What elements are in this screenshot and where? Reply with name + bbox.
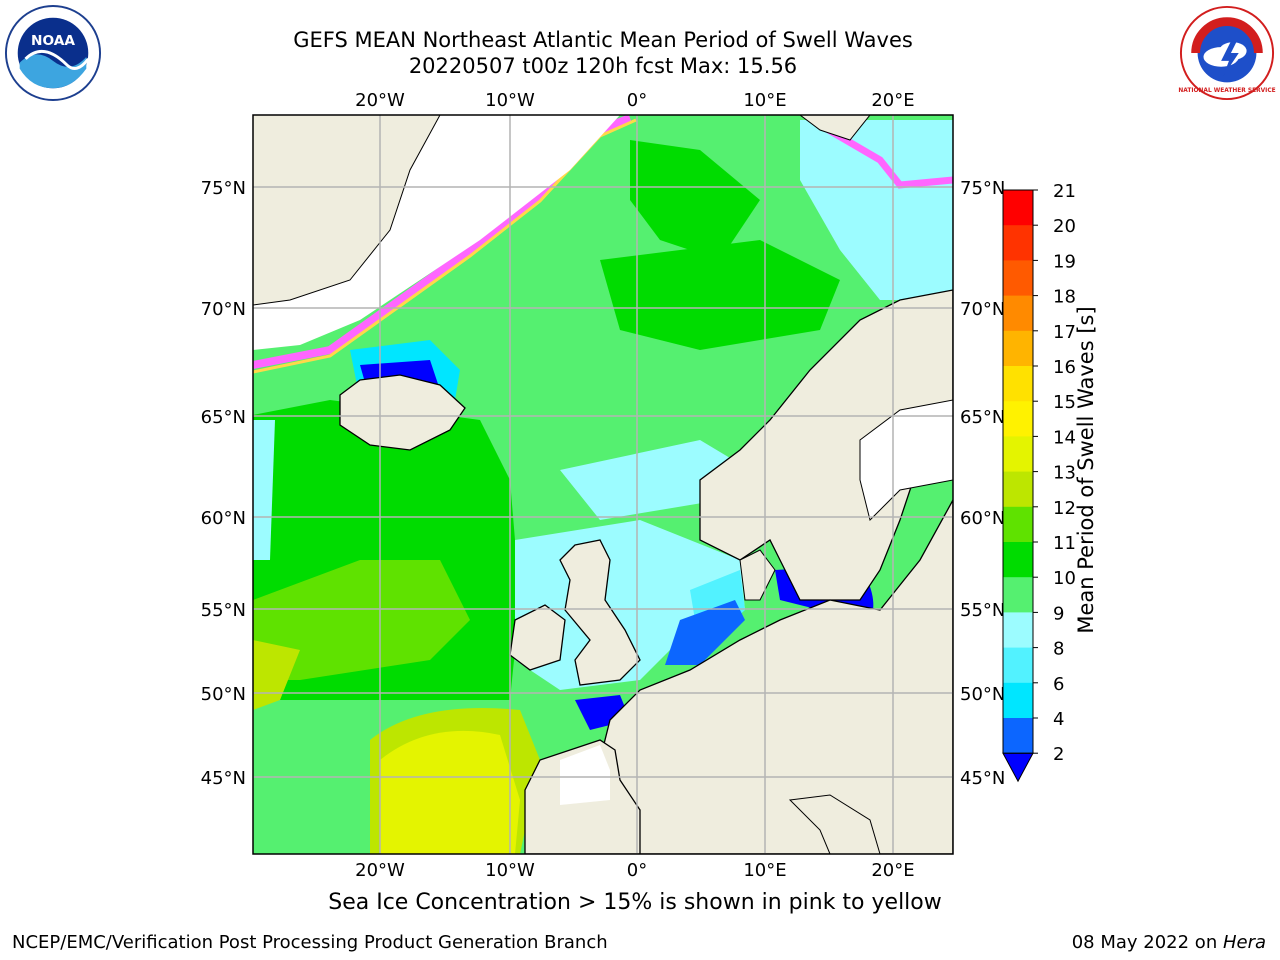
lon-tick-label-top: 10°E	[743, 90, 786, 111]
colorbar-tick-label: 18	[1053, 287, 1076, 308]
colorbar-segment	[1003, 577, 1033, 613]
colorbar: 21 20 19 18 17 16 15 14 13 12 11 10 9 8 6 4 2	[1002, 181, 1076, 783]
colorbar-segment	[1003, 401, 1033, 437]
colorbar-tick-label: 20	[1053, 216, 1076, 237]
colorbar-segment	[1003, 190, 1033, 226]
noaa-logo-text: NOAA	[31, 33, 75, 49]
lat-tick-label-right: 75°N	[960, 178, 1005, 199]
colorbar-extend-arrow	[1002, 752, 1034, 783]
colorbar-segment	[1003, 330, 1033, 367]
date-text: 08 May 2022 on	[1071, 932, 1223, 953]
colorbar-segment	[1003, 225, 1033, 261]
lon-labels-bottom: 20°W 10°W 0° 10°E 20°E	[355, 860, 914, 881]
colorbar-tick-label: 2	[1053, 744, 1064, 765]
colorbar-segment	[1003, 506, 1033, 543]
lat-tick-label-right: 60°N	[960, 508, 1005, 529]
lat-tick-label-right: 70°N	[960, 299, 1005, 320]
nws-logo: NATIONAL WEATHER SERVICE	[1178, 5, 1276, 101]
colorbar-tick-label: 16	[1053, 357, 1076, 378]
iberia-white-patch	[560, 745, 610, 805]
lat-tick-label-right: 55°N	[960, 600, 1005, 621]
colorbar-segment	[1003, 471, 1033, 508]
colorbar-tick-label: 6	[1053, 674, 1064, 695]
noaa-logo: NOAA	[4, 4, 102, 102]
colorbar-tick-label: 21	[1053, 181, 1076, 202]
lat-labels-left: 75°N 70°N 65°N 60°N 55°N 50°N 45°N	[201, 178, 246, 789]
lat-tick-label-left: 55°N	[201, 600, 246, 621]
swell-band-9s-west	[253, 420, 275, 560]
lat-tick-label-left: 50°N	[201, 684, 246, 705]
scandinavia-land	[699, 289, 953, 601]
lat-tick-label-left: 45°N	[201, 768, 246, 789]
map-area	[253, 115, 953, 854]
lon-labels-top: 20°W 10°W 0° 10°E 20°E	[355, 90, 914, 111]
lat-labels-right: 75°N 70°N 65°N 60°N 55°N 50°N 45°N	[960, 178, 1005, 789]
swell-band-9s-barents	[800, 120, 953, 300]
colorbar-label: Mean Period of Swell Waves [s]	[1074, 306, 1098, 634]
lat-tick-label-left: 60°N	[201, 508, 246, 529]
colorbar-segment	[1003, 718, 1033, 754]
greenland-land	[253, 115, 441, 306]
chart-title: GEFS MEAN Northeast Atlantic Mean Period…	[293, 28, 913, 52]
colorbar-tick-label: 15	[1053, 392, 1076, 413]
lon-tick-label-bottom: 20°W	[355, 860, 405, 881]
swell-band-11s-north	[630, 140, 760, 260]
sea-ice-edge-svalbard	[818, 121, 953, 189]
colorbar-segment	[1003, 682, 1033, 719]
colorbar-tick-label: 17	[1053, 322, 1076, 343]
lat-tick-label-left: 75°N	[201, 178, 246, 199]
chart-subtitle: 20220507 t00z 120h fcst Max: 15.56	[408, 54, 798, 78]
colorbar-segment	[1003, 612, 1033, 649]
colorbar-tick-label: 8	[1053, 639, 1064, 660]
lon-tick-label-top: 20°E	[871, 90, 914, 111]
lon-tick-label-top: 10°W	[485, 90, 535, 111]
host-name: Hera	[1222, 932, 1266, 953]
lat-tick-label-right: 65°N	[960, 407, 1005, 428]
sea-ice-note: Sea Ice Concentration > 15% is shown in …	[328, 890, 942, 915]
lon-tick-label-bottom: 10°E	[743, 860, 786, 881]
great-britain-land	[559, 539, 641, 686]
colorbar-tick-label: 10	[1053, 568, 1076, 589]
colorbar-tick-label: 19	[1053, 251, 1076, 272]
colorbar-segment	[1003, 647, 1033, 684]
map-graticule	[253, 115, 953, 854]
nws-logo-text: NATIONAL WEATHER SERVICE	[1178, 88, 1275, 94]
map-frame	[252, 114, 954, 855]
lon-tick-label-top: 0°	[627, 90, 647, 111]
swell-band-4s	[665, 600, 745, 665]
colorbar-tick-label: 14	[1053, 427, 1076, 448]
swell-band-11s-mid	[600, 240, 840, 350]
colorbar-tick-label: 4	[1053, 709, 1064, 730]
lat-tick-label-right: 45°N	[960, 768, 1005, 789]
denmark-land	[739, 549, 776, 601]
colorbar-tick-label: 12	[1053, 498, 1076, 519]
colorbar-segment	[1003, 366, 1033, 402]
lon-tick-label-bottom: 10°W	[485, 860, 535, 881]
swell-band-12s	[253, 560, 470, 680]
gulf-of-bothnia	[859, 399, 953, 521]
colorbar-tick-label: 13	[1053, 463, 1076, 484]
lon-tick-label-bottom: 20°E	[871, 860, 914, 881]
italy-land	[788, 794, 881, 854]
lat-tick-label-left: 70°N	[201, 299, 246, 320]
colorbar-tick-label: 11	[1053, 533, 1076, 554]
swell-band-14s	[380, 730, 520, 854]
lat-tick-label-left: 65°N	[201, 407, 246, 428]
colorbar-segment	[1003, 260, 1033, 297]
credit-line: NCEP/EMC/Verification Post Processing Pr…	[12, 932, 608, 953]
lon-tick-label-top: 20°W	[355, 90, 405, 111]
colorbar-tick-label: 9	[1053, 603, 1064, 624]
colorbar-segment	[1003, 436, 1033, 473]
svalbard-land	[799, 115, 871, 141]
colorbar-segment	[1003, 542, 1033, 578]
date-line: 08 May 2022 on Hera	[1072, 932, 1266, 953]
lat-tick-label-right: 50°N	[960, 684, 1005, 705]
lon-tick-label-bottom: 0°	[627, 860, 647, 881]
colorbar-segment	[1003, 295, 1033, 332]
